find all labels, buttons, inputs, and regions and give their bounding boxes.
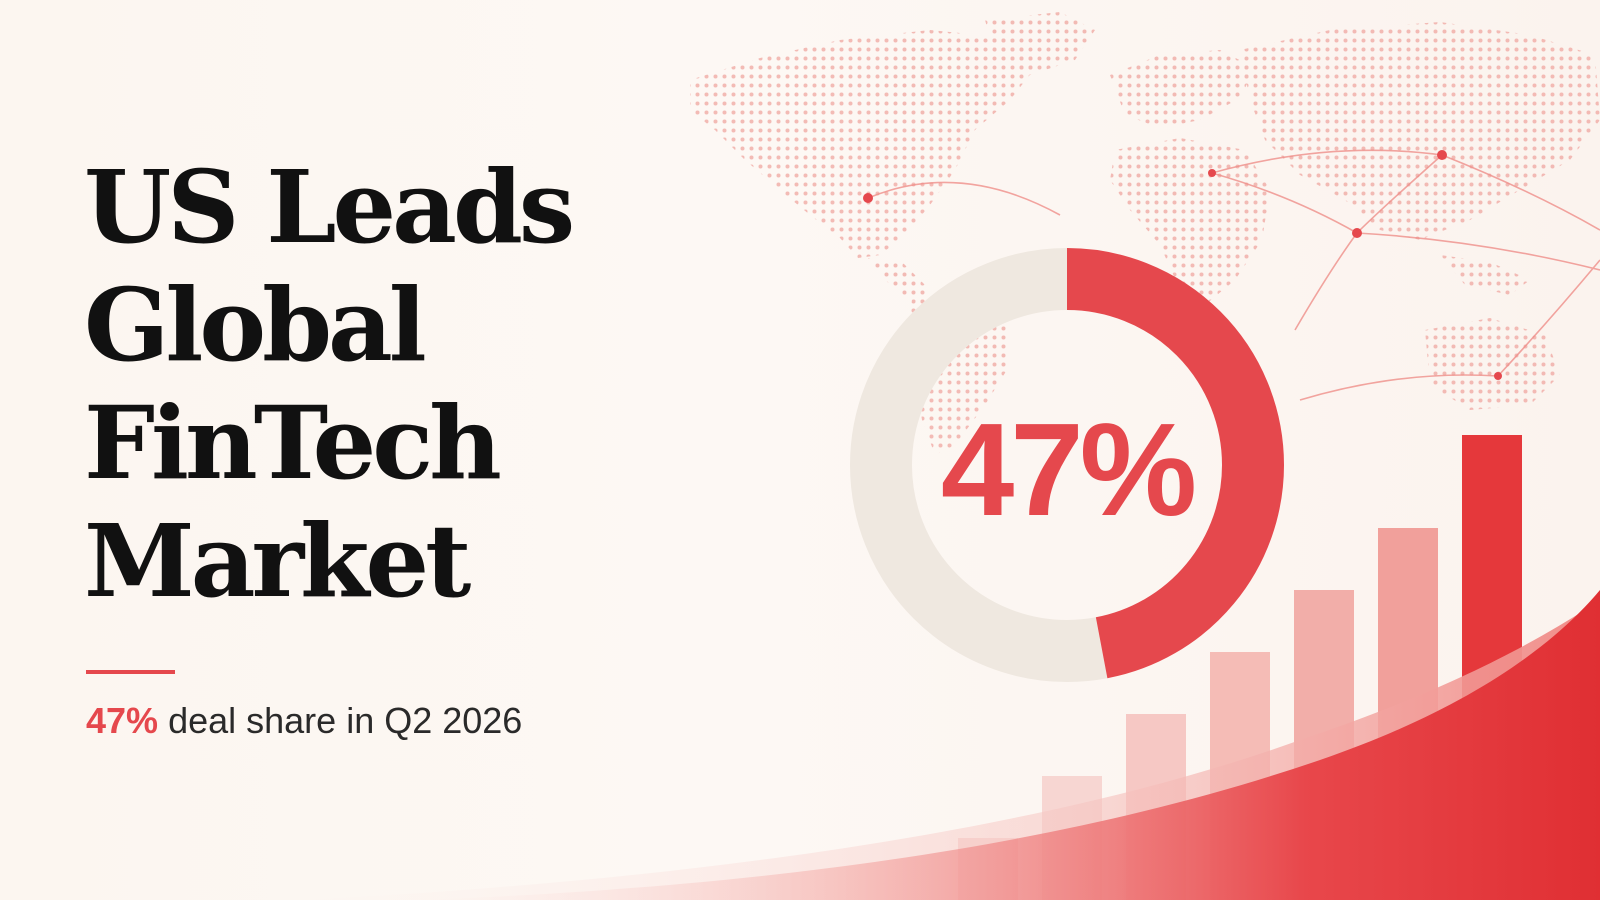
headline-line-2: Global <box>84 266 427 384</box>
headline-line-4: Market <box>84 502 471 620</box>
donut-slice-highlight <box>850 248 1284 682</box>
headline: US Leads Global FinTech Market <box>84 148 575 620</box>
wave-band <box>420 590 1600 900</box>
subline: 47% deal share in Q2 2026 <box>86 700 522 742</box>
headline-line-1: US Leads <box>84 148 575 266</box>
donut-chart <box>850 248 1284 682</box>
connection-lines <box>867 149 1600 401</box>
connection-nodes <box>863 150 1502 380</box>
subline-text: deal share in Q2 2026 <box>168 700 523 741</box>
world-map-dots <box>690 12 1600 455</box>
accent-divider <box>86 670 175 674</box>
headline-line-3: FinTech <box>84 384 502 502</box>
subline-highlight: 47% <box>86 700 159 741</box>
donut-center-label: 47% <box>941 396 1194 543</box>
